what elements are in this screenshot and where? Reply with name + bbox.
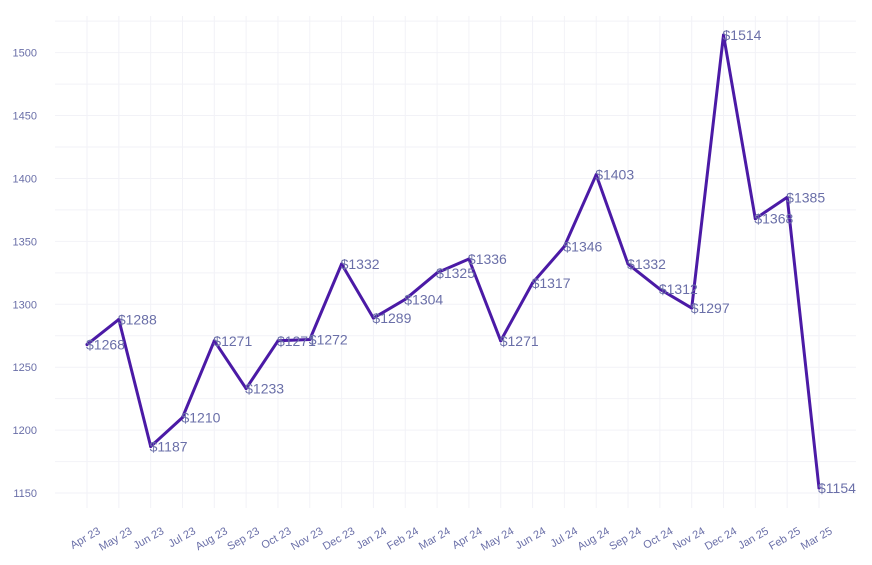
data-label: $1271 (500, 333, 539, 349)
data-label: $1332 (627, 256, 666, 272)
data-point (531, 281, 535, 285)
data-label: $1271 (277, 333, 316, 349)
x-tick-label: Mar 24 (417, 525, 453, 553)
data-label: $1332 (341, 256, 380, 272)
y-tick-label: 1150 (13, 488, 37, 500)
x-tick-label: Nov 24 (671, 525, 707, 553)
data-label: $1154 (818, 480, 856, 496)
x-tick-label: Sep 24 (607, 525, 643, 553)
x-tick-label: Apr 23 (68, 525, 102, 552)
data-point (117, 317, 121, 321)
y-tick-label: 1400 (13, 173, 37, 185)
x-tick-label: Dec 24 (703, 525, 739, 553)
x-tick-label: Aug 24 (576, 525, 612, 553)
x-tick-label: Nov 23 (289, 525, 325, 553)
data-point (594, 173, 598, 177)
x-tick-label: Jul 23 (167, 525, 198, 550)
x-tick-label: Dec 23 (321, 525, 357, 553)
grid (55, 16, 856, 508)
data-label: $1403 (595, 167, 634, 183)
data-label: $1210 (181, 410, 220, 426)
data-point (753, 217, 757, 221)
data-point (690, 306, 694, 310)
data-label: $1317 (532, 275, 571, 291)
data-point (371, 316, 375, 320)
data-label: $1368 (754, 211, 793, 227)
data-point (817, 486, 821, 490)
data-label: $1289 (372, 310, 411, 326)
y-tick-label: 1250 (13, 362, 37, 374)
x-tick-label: Jun 24 (513, 525, 548, 552)
y-tick-label: 1450 (13, 111, 37, 123)
x-tick-label: Feb 25 (767, 525, 803, 553)
data-label: $1336 (468, 251, 507, 267)
x-tick-label: Mar 25 (799, 525, 835, 553)
y-axis-ticks: 1150 1200 1250 1300 1350 1400 1450 1500 (13, 48, 37, 500)
data-label: $1304 (404, 291, 443, 307)
x-tick-label: Jun 23 (132, 525, 167, 552)
y-tick-label: 1350 (13, 236, 37, 248)
data-point (785, 195, 789, 199)
data-label: $1346 (563, 238, 602, 254)
data-label: $1268 (86, 337, 125, 353)
data-point (722, 33, 726, 37)
series-line (85, 33, 821, 490)
data-label: $1385 (786, 189, 825, 205)
data-label: $1312 (659, 281, 698, 297)
x-tick-label: Apr 24 (450, 525, 484, 552)
data-point (562, 244, 566, 248)
data-point (308, 338, 312, 342)
data-point (276, 339, 280, 343)
data-label: $1271 (213, 333, 252, 349)
x-tick-label: May 23 (97, 525, 134, 553)
data-point (435, 271, 439, 275)
data-label: $1187 (150, 438, 188, 454)
data-label: $1272 (309, 332, 348, 348)
data-point (212, 339, 216, 343)
data-point (340, 262, 344, 266)
data-label: $1514 (723, 27, 762, 43)
x-tick-label: Aug 23 (194, 525, 230, 553)
y-tick-label: 1200 (13, 425, 37, 437)
data-point (467, 257, 471, 261)
data-point (85, 343, 89, 347)
data-label: $1325 (436, 265, 475, 281)
series-line-group (85, 33, 821, 490)
data-point (403, 297, 407, 301)
data-point (626, 262, 630, 266)
data-point (149, 444, 153, 448)
data-point (244, 387, 248, 391)
data-point (180, 416, 184, 420)
x-tick-label: Jul 24 (548, 525, 579, 550)
y-tick-label: 1500 (13, 48, 37, 60)
data-label: $1288 (118, 311, 157, 327)
x-tick-label: Jan 25 (736, 525, 771, 552)
data-label: $1233 (245, 381, 284, 397)
data-point (658, 287, 662, 291)
x-tick-label: May 24 (479, 525, 516, 553)
data-labels: $1268$1288$1187$1210$1271$1233$1271$1272… (86, 27, 856, 496)
x-tick-label: Sep 23 (225, 525, 261, 553)
x-tick-label: Feb 24 (385, 525, 421, 553)
x-tick-label: Oct 24 (641, 525, 675, 552)
x-tick-label: Jan 24 (354, 525, 389, 552)
data-point (499, 339, 503, 343)
x-tick-label: Oct 23 (259, 525, 293, 552)
data-label: $1297 (691, 300, 730, 316)
y-tick-label: 1300 (13, 299, 37, 311)
